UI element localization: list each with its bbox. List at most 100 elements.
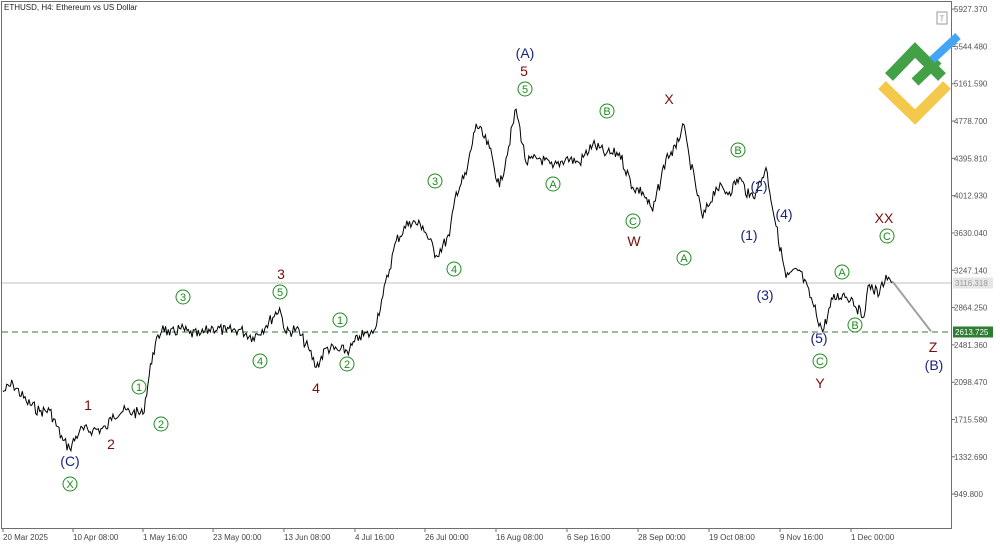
wave-label-text: (C) (60, 453, 79, 469)
y-tick-label: 2098.470 (954, 378, 988, 387)
wave-label-text: 4 (312, 380, 320, 396)
wave-label-circle (175, 289, 191, 305)
wave-label-17: 5 (517, 81, 533, 97)
current-price-tag: 3116.318 (953, 277, 993, 289)
template-icon: T (940, 15, 945, 24)
wave-label-circle (131, 379, 147, 395)
y-tick-label: 4012.930 (954, 192, 988, 201)
wave-label-3: 2 (107, 436, 115, 452)
wave-label-circle (517, 81, 533, 97)
x-tick-label: 16 Aug 08:00 (496, 533, 544, 542)
wave-label-33: B (847, 317, 863, 333)
y-tick-label: 3630.040 (954, 229, 988, 238)
y-tick-label: 2864.250 (954, 304, 988, 313)
wave-label-34: XX (875, 210, 894, 226)
wave-label-29: (5) (810, 330, 827, 346)
wave-label-15: (A) (516, 45, 535, 61)
wave-label-text: C (883, 231, 891, 243)
x-tick-label: 19 Oct 08:00 (709, 533, 755, 542)
x-tick-label: 28 Sep 00:00 (638, 533, 686, 542)
wave-label-circle (252, 353, 268, 369)
wave-label-5: 2 (153, 416, 169, 432)
wave-label-31: Y (815, 375, 825, 391)
wave-label-text: 5 (522, 84, 528, 96)
y-tick-label: 4395.810 (954, 154, 988, 163)
wave-label-1: X (62, 476, 78, 492)
wave-label-text: XX (875, 210, 894, 226)
current-price-label: 3116.318 (955, 279, 988, 288)
wave-label-8: 5 (272, 284, 288, 300)
wave-label-10: 4 (312, 380, 320, 396)
wave-label-2: 1 (84, 397, 92, 413)
x-tick-label: 4 Jul 16:00 (355, 533, 395, 542)
x-tick-label: 1 Dec 00:00 (851, 533, 895, 542)
wave-label-text: 3 (432, 176, 438, 188)
wave-label-text: 3 (277, 266, 285, 282)
x-axis: 20 Mar 2025 10 Apr 08:00 1 May 16:00 23 May… (2, 528, 895, 542)
wave-label-text: (A) (516, 45, 535, 61)
wave-label-circle (339, 356, 355, 372)
wave-label-circle (879, 228, 895, 244)
wave-label-text: C (629, 216, 637, 228)
wave-label-circle (427, 173, 443, 189)
y-tick-label: 1332.690 (954, 453, 988, 462)
wave-label-30: C (812, 353, 828, 369)
wave-label-text: (1) (740, 227, 757, 243)
brand-logo (878, 33, 961, 125)
wave-label-text: (3) (756, 287, 773, 303)
x-tick-label: 9 Nov 16:00 (780, 533, 824, 542)
y-tick-label: 3247.140 (954, 266, 988, 275)
wave-label-25: (2) (750, 178, 767, 194)
wave-label-circle (599, 103, 615, 119)
template-icon-button[interactable]: T (936, 11, 948, 25)
wave-label-text: B (851, 320, 858, 332)
wave-label-text: 2 (107, 436, 115, 452)
y-tick-label: 5927.370 (954, 5, 988, 14)
y-tick-label: 5544.480 (954, 42, 988, 51)
wave-label-text: B (603, 106, 610, 118)
wave-label-text: 5 (277, 287, 283, 299)
wave-label-circle (730, 142, 746, 158)
wave-label-text: A (549, 179, 557, 191)
wave-label-circle (153, 416, 169, 432)
x-tick-label: 13 Jun 08:00 (284, 533, 331, 542)
wave-label-36: Z (929, 339, 938, 355)
wave-label-circle (332, 312, 348, 328)
wave-label-20: C (625, 213, 641, 229)
wave-label-text: 4 (257, 356, 263, 368)
wave-label-text: 2 (158, 419, 164, 431)
wave-label-text: Z (929, 339, 938, 355)
wave-label-19: B (599, 103, 615, 119)
y-tick-label: 1715.580 (954, 415, 988, 424)
y-tick-label: 4778.700 (954, 117, 988, 126)
wave-label-text: Y (815, 375, 825, 391)
x-tick-label: 10 Apr 08:00 (73, 533, 119, 542)
wave-label-circle (834, 264, 850, 280)
wave-label-circle (545, 176, 561, 192)
wave-label-text: 4 (451, 264, 457, 276)
wave-label-text: 3 (180, 292, 186, 304)
wave-label-0: (C) (60, 453, 79, 469)
x-tick-label: 6 Sep 16:00 (567, 533, 611, 542)
wave-label-12: 2 (339, 356, 355, 372)
plot-border (1, 1, 952, 529)
wave-label-text: 1 (136, 382, 142, 394)
support-price-tag: 2613.725 (953, 326, 993, 338)
wave-label-6: 3 (175, 289, 191, 305)
wave-label-18: A (545, 176, 561, 192)
wave-label-circle (676, 250, 692, 266)
y-axis: 5927.370 5544.480 5161.590 4778.700 4395.810… (951, 5, 988, 499)
wave-label-text: W (627, 233, 641, 249)
wave-label-circle (446, 261, 462, 277)
price-series-line (2, 108, 893, 453)
wave-label-text: 2 (344, 359, 350, 371)
wave-label-26: (1) (740, 227, 757, 243)
wave-label-circle (847, 317, 863, 333)
chart-title: ETHUSD, H4: Ethereum vs US Dollar (4, 3, 138, 12)
wave-labels: (C)X1212345341234(A)55ABCWXAB(2)(1)(4)(3… (60, 45, 943, 492)
y-tick-label: 949.800 (954, 490, 983, 499)
wave-label-16: 5 (520, 63, 528, 79)
wave-label-32: A (834, 264, 850, 280)
